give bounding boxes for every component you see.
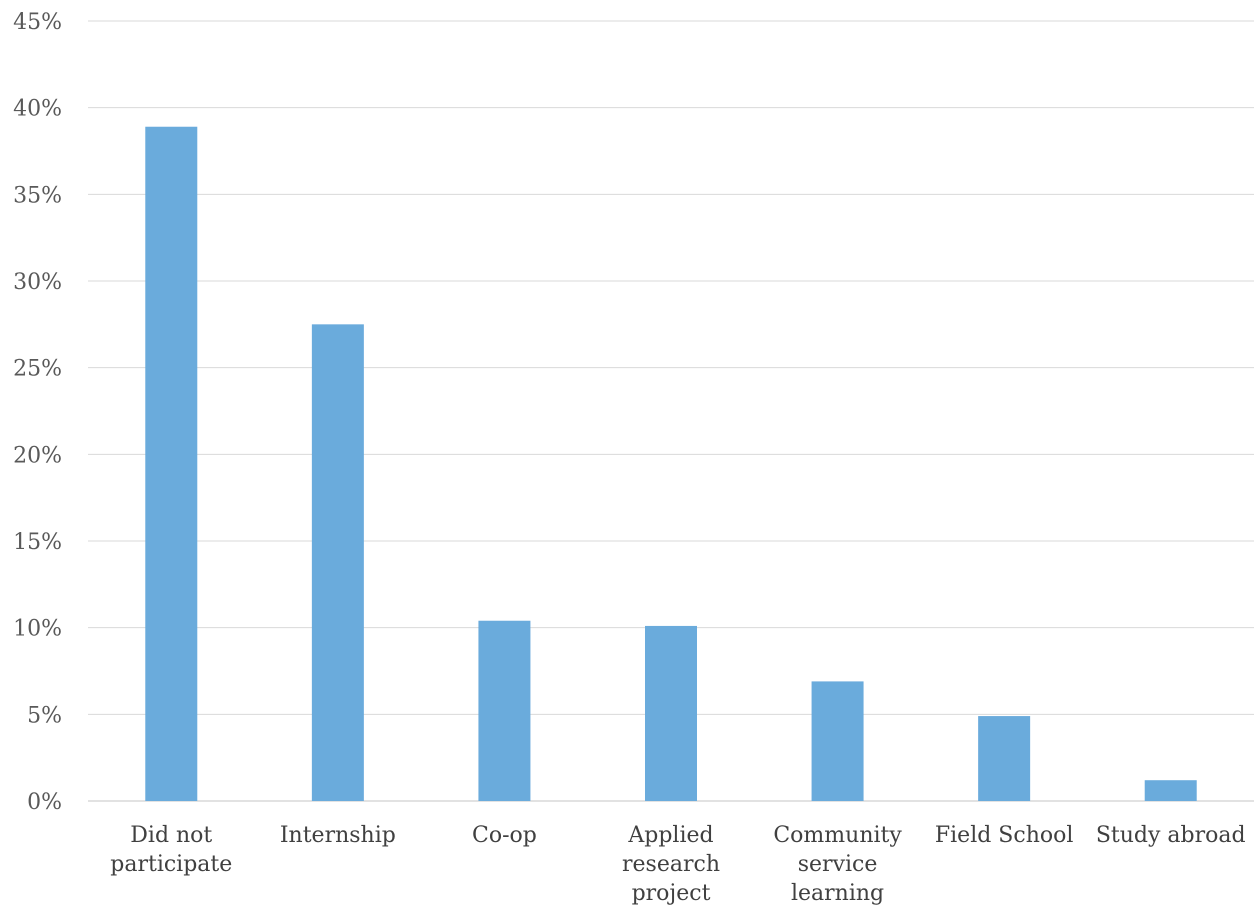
x-axis-category-labels: Did not participate Internship Co-op Applied… [110, 823, 1245, 906]
x-category-label-line: Community [773, 823, 902, 848]
x-category-label-line: participate [110, 852, 232, 877]
x-category-label-line: project [632, 881, 711, 906]
gridlines [88, 20, 1254, 802]
y-tick-label: 20% [13, 443, 62, 468]
x-category-label-line: learning [791, 881, 884, 906]
bar [478, 620, 531, 801]
bars [145, 126, 1197, 801]
y-tick-label: 45% [13, 10, 62, 35]
bar [811, 681, 864, 801]
x-category-label-line: Internship [280, 823, 396, 848]
bar [311, 324, 364, 801]
y-tick-label: 5% [27, 703, 62, 728]
y-tick-label: 30% [13, 270, 62, 295]
x-category-label-line: research [622, 852, 720, 877]
x-category-label-line: service [798, 852, 878, 877]
x-category-label-line: Applied [627, 823, 713, 848]
x-category-label: Did not participate [110, 823, 232, 877]
x-category-label-line: Did not [130, 823, 212, 848]
y-tick-label: 10% [13, 617, 62, 642]
bar [978, 716, 1031, 801]
y-tick-label: 40% [13, 97, 62, 122]
x-category-label: Community service learning [773, 823, 902, 906]
x-category-label: Co-op [472, 823, 537, 848]
x-category-label: Study abroad [1096, 823, 1246, 848]
bar [145, 126, 198, 801]
bar [645, 625, 697, 801]
bar [1144, 780, 1197, 801]
x-category-label-line: Study abroad [1096, 823, 1246, 848]
y-axis-tick-labels: 0% 5% 10% 15% 20% 25% 30% 35% 40% 45% [13, 10, 62, 815]
y-tick-label: 25% [13, 357, 62, 382]
y-tick-label: 35% [13, 183, 62, 208]
y-tick-label: 15% [13, 530, 62, 555]
x-category-label-line: Co-op [472, 823, 537, 848]
x-category-label: Applied research project [622, 823, 720, 906]
x-category-label: Internship [280, 823, 396, 848]
x-category-label-line: Field School [935, 823, 1074, 848]
x-category-label: Field School [935, 823, 1074, 848]
y-tick-label: 0% [27, 790, 62, 815]
